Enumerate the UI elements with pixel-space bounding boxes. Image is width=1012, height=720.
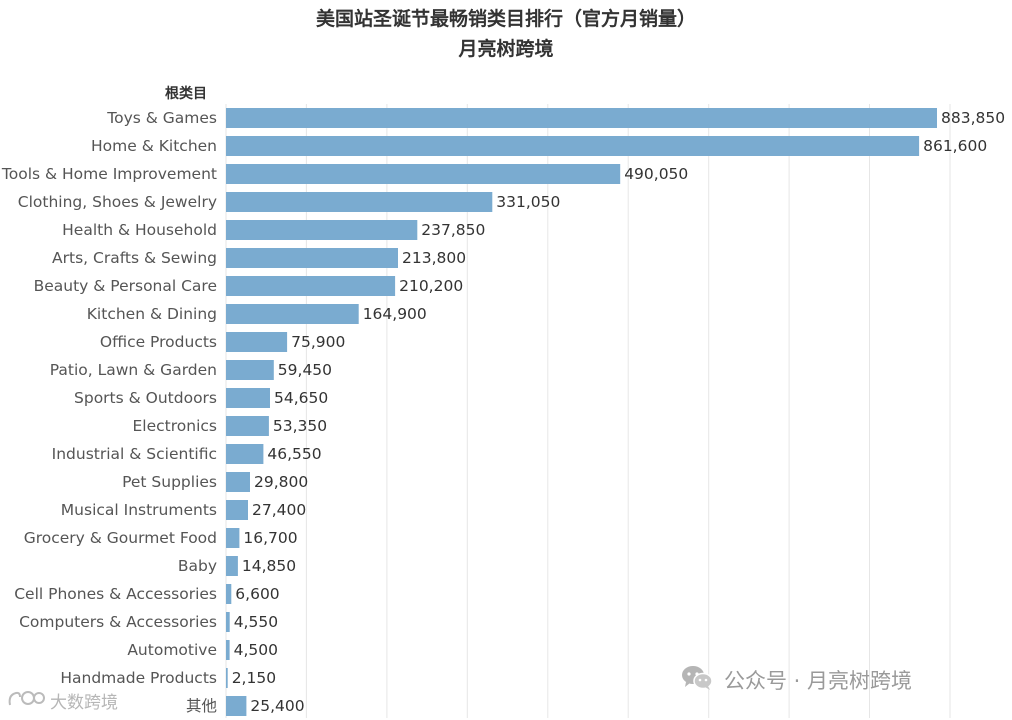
bar xyxy=(226,556,238,576)
category-labels: Toys & Games Home & Kitchen Tools & Home I… xyxy=(1,109,217,715)
category-label: Automotive xyxy=(127,641,217,659)
chart-subtitle: 月亮树跨境 xyxy=(458,38,554,60)
category-label: Industrial & Scientific xyxy=(52,445,217,463)
bar xyxy=(226,528,240,548)
axis-header: 根类目 xyxy=(165,85,207,102)
value-label: 25,400 xyxy=(250,697,304,715)
brand-logo-icon xyxy=(6,687,46,714)
value-label: 6,600 xyxy=(235,585,279,603)
bar xyxy=(226,612,230,632)
value-label: 861,600 xyxy=(923,137,987,155)
value-label: 46,550 xyxy=(267,445,321,463)
bar xyxy=(226,584,232,604)
watermark-brand: 大数跨境 xyxy=(6,687,118,714)
bar xyxy=(226,136,920,156)
category-label: Baby xyxy=(178,557,217,575)
bar xyxy=(226,500,248,520)
watermark-text: 公众号 · 月亮树跨境 xyxy=(724,669,913,693)
bar xyxy=(226,472,250,492)
value-label: 16,700 xyxy=(243,529,297,547)
watermark-brand-text: 大数跨境 xyxy=(50,692,118,713)
category-label: Toys & Games xyxy=(106,109,217,127)
bar xyxy=(226,248,398,268)
bar xyxy=(226,360,274,380)
category-label: Handmade Products xyxy=(60,669,217,687)
bar xyxy=(226,164,621,184)
category-label: Beauty & Personal Care xyxy=(34,277,217,295)
value-label: 53,350 xyxy=(273,417,327,435)
value-label: 331,050 xyxy=(496,193,560,211)
value-labels: 883,850 861,600 490,050 331,050 237,850 213,8… xyxy=(232,109,1005,715)
category-label: Patio, Lawn & Garden xyxy=(50,361,217,379)
watermark: 公众号 · 月亮树跨境 xyxy=(680,664,912,696)
bar xyxy=(226,108,937,128)
value-label: 14,850 xyxy=(242,557,296,575)
value-label: 237,850 xyxy=(421,221,485,239)
category-label: Cell Phones & Accessories xyxy=(14,585,217,603)
category-label: Home & Kitchen xyxy=(91,137,217,155)
category-label: Office Products xyxy=(100,333,217,351)
category-label: Clothing, Shoes & Jewelry xyxy=(18,193,217,211)
value-label: 27,400 xyxy=(252,501,306,519)
value-label: 2,150 xyxy=(232,669,276,687)
bar xyxy=(226,668,228,688)
value-label: 210,200 xyxy=(399,277,463,295)
bar xyxy=(226,192,493,212)
bar xyxy=(226,220,418,240)
category-label: Musical Instruments xyxy=(61,501,217,519)
chart-title: 美国站圣诞节最畅销类目排行（官方月销量） xyxy=(315,8,696,30)
value-label: 490,050 xyxy=(624,165,688,183)
category-label: Electronics xyxy=(133,417,217,435)
bar xyxy=(226,640,230,660)
value-label: 4,550 xyxy=(234,613,278,631)
category-label: Tools & Home Improvement xyxy=(1,165,217,183)
value-label: 213,800 xyxy=(402,249,466,267)
bar xyxy=(226,444,264,464)
value-label: 75,900 xyxy=(291,333,345,351)
bar xyxy=(226,416,269,436)
value-label: 4,500 xyxy=(234,641,278,659)
wechat-icon xyxy=(680,664,714,697)
value-label: 59,450 xyxy=(278,361,332,379)
bar xyxy=(226,332,288,352)
value-label: 883,850 xyxy=(941,109,1005,127)
category-label: Arts, Crafts & Sewing xyxy=(52,249,217,267)
category-label: Grocery & Gourmet Food xyxy=(24,529,217,547)
category-label: 其他 xyxy=(186,697,217,715)
bar xyxy=(226,388,270,408)
bar xyxy=(226,276,396,296)
category-label: Kitchen & Dining xyxy=(87,305,217,323)
value-label: 164,900 xyxy=(363,305,427,323)
category-label: Computers & Accessories xyxy=(19,613,217,631)
bars xyxy=(226,108,937,716)
category-label: Sports & Outdoors xyxy=(74,389,217,407)
value-label: 54,650 xyxy=(274,389,328,407)
bar xyxy=(226,696,247,716)
value-label: 29,800 xyxy=(254,473,308,491)
bar xyxy=(226,304,359,324)
category-label: Health & Household xyxy=(62,221,217,239)
category-label: Pet Supplies xyxy=(122,473,217,491)
